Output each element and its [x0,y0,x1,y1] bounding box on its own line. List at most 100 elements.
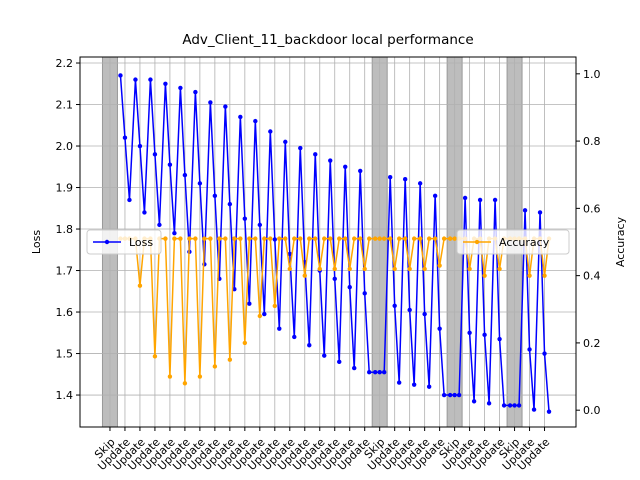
point [432,236,438,241]
y-tick-label: 2.2 [56,57,74,70]
point [133,77,138,82]
point [507,403,513,408]
point [531,407,537,412]
point [137,143,143,149]
point [307,343,312,348]
point [492,197,498,203]
point [283,139,288,145]
point [232,236,237,241]
point [367,370,372,375]
point [127,197,132,203]
point [223,236,228,241]
point [441,392,447,398]
y2-tick-label: 0.2 [583,337,601,350]
point [148,77,153,82]
point [193,236,198,241]
point [462,195,468,201]
point [422,311,427,317]
point [247,236,252,241]
point [417,236,423,241]
point [471,399,477,404]
point [262,311,267,317]
point [377,370,382,375]
point [227,357,233,362]
point [152,152,158,157]
point [522,208,528,213]
point [277,236,282,241]
point [527,273,532,278]
point [272,303,278,309]
point [396,380,402,385]
y2-tick-label: 0.8 [583,135,601,148]
point [411,382,417,387]
point [467,330,472,335]
point [287,266,292,272]
point [157,222,162,228]
point [362,291,367,296]
y-tick-label: 1.8 [56,223,74,236]
point [497,336,502,342]
point [477,197,483,203]
point [456,392,462,398]
point [322,236,327,241]
point [172,230,177,236]
point [497,266,502,272]
y-tick-label: 2.1 [56,99,74,112]
point [287,251,292,257]
point [253,118,258,124]
legend-box [456,229,570,255]
plot-frame [79,56,577,428]
point [392,303,397,309]
point [212,364,218,369]
point [387,236,393,241]
point [352,236,357,241]
point [217,236,222,241]
point [257,313,263,319]
point [486,401,492,406]
point [452,236,457,241]
point [343,164,348,169]
legend-marker [104,239,110,245]
point [238,236,243,241]
point [268,129,273,134]
point [542,273,547,278]
point [152,354,158,359]
y-axis-label: Loss [30,230,43,254]
point [358,236,363,241]
point [482,273,487,278]
point [122,135,128,140]
point [197,181,203,186]
point [257,222,263,228]
point [396,236,402,241]
legend-marker [474,239,480,245]
point [381,236,387,241]
point [298,236,303,241]
point [467,266,472,272]
point [307,236,312,241]
point [247,301,252,306]
point [238,114,243,120]
point [367,236,372,241]
point [358,168,363,174]
chart-title: Adv_Client_11_backdoor local performance [182,32,473,48]
point [447,392,453,398]
point [441,236,447,241]
y2-tick-label: 0.4 [583,270,601,283]
point [426,384,432,389]
point [501,403,507,408]
point [542,351,547,356]
y-tick-label: 1.5 [56,348,74,361]
point [283,236,288,241]
point [328,158,333,163]
point [343,236,348,241]
point [182,381,188,386]
point [432,193,438,199]
point [387,174,393,180]
point [347,266,352,272]
point [313,152,318,157]
point [337,359,342,365]
point [332,276,337,282]
point [373,236,378,241]
point [208,236,213,241]
point [411,236,417,241]
